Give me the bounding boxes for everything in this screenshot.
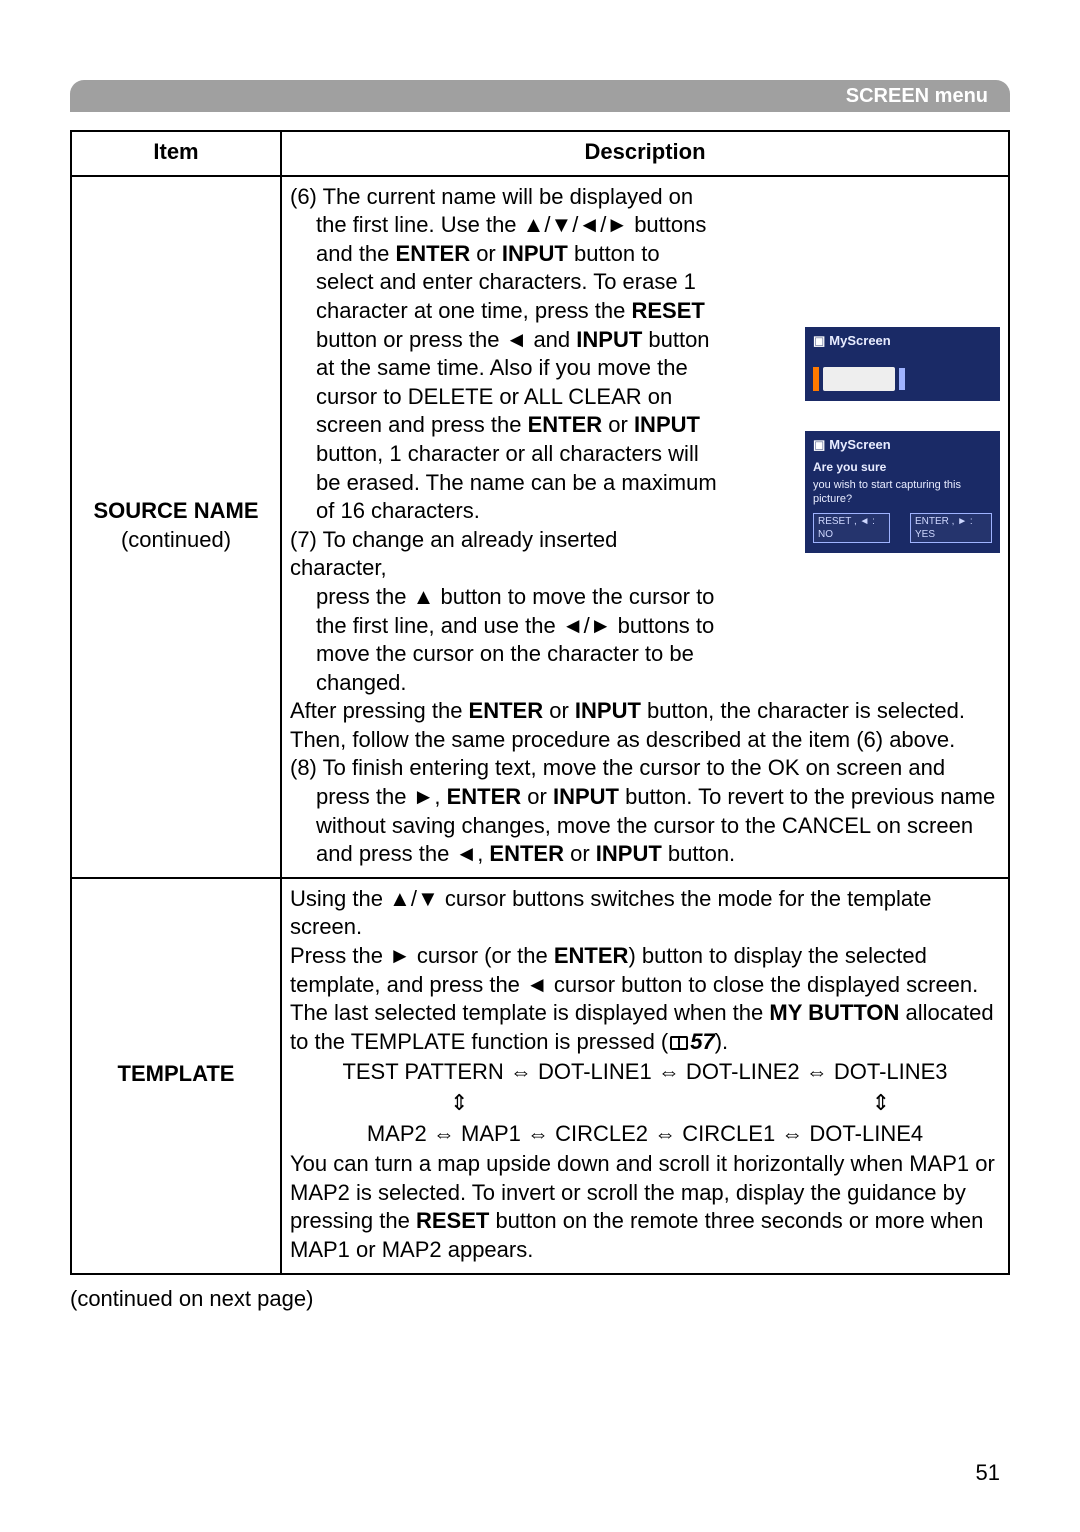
continued-note: (continued on next page) [70, 1285, 1010, 1314]
row-template-desc: Using the ▲/▼ cursor buttons switches th… [281, 878, 1009, 1274]
screenshot-2: ▣MyScreen Are you sure you wish to start… [805, 431, 1000, 552]
row-source-name-item: SOURCE NAME (continued) [71, 176, 281, 878]
template-flow-2: MAP2 ⇔ MAP1 ⇔ CIRCLE2 ⇔ CIRCLE1 ⇔ DOT-LI… [290, 1120, 1000, 1149]
col-item: Item [71, 131, 281, 176]
book-icon [670, 1036, 688, 1050]
template-flow-arrows: ⇕ ⇕ [290, 1089, 1000, 1118]
row-source-name-desc: ▣MyScreen ▣MyScreen Are you sure you wis… [281, 176, 1009, 878]
header-title: SCREEN menu [846, 83, 988, 109]
item-title: SOURCE NAME [80, 497, 272, 526]
template-flow-1: TEST PATTERN ⇔ DOT-LINE1 ⇔ DOT-LINE2 ⇔ D… [290, 1058, 1000, 1087]
page-number: 51 [976, 1459, 1000, 1488]
menu-table: Item Description SOURCE NAME (continued)… [70, 130, 1010, 1275]
item-subtitle: (continued) [80, 526, 272, 555]
screenshots: ▣MyScreen ▣MyScreen Are you sure you wis… [805, 327, 1000, 583]
col-description: Description [281, 131, 1009, 176]
row-template-item: TEMPLATE [71, 878, 281, 1274]
header-bar: SCREEN menu [70, 80, 1010, 112]
screenshot-1: ▣MyScreen [805, 327, 1000, 402]
